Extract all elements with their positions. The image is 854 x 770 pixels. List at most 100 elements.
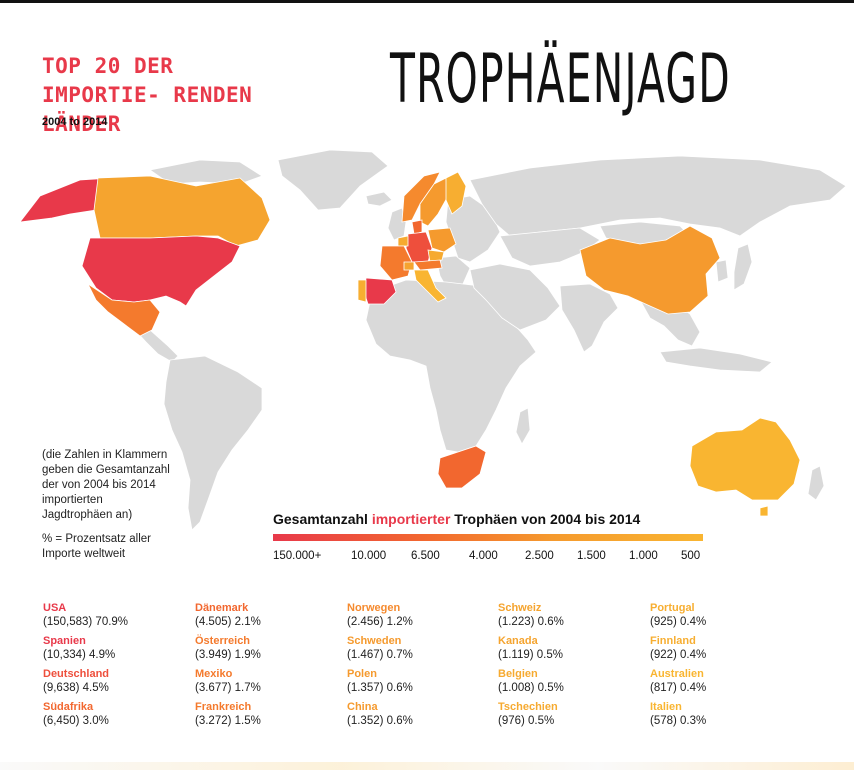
land-new-zealand <box>807 465 825 501</box>
map-belgium <box>397 235 409 247</box>
country-value: (6,450) 3.0% <box>43 715 109 727</box>
country-name: Australien <box>650 668 704 680</box>
country-name: USA <box>43 602 67 614</box>
country-name: Spanien <box>43 635 86 647</box>
map-canada <box>93 175 271 247</box>
legend-tick: 2.500 <box>525 550 554 562</box>
map-tasmania <box>759 505 769 517</box>
list-item: Spanien (10,334) 4.9% <box>43 635 193 668</box>
map-switzerland <box>403 261 415 271</box>
land-japan <box>733 243 753 291</box>
country-name: Kanada <box>498 635 538 647</box>
country-name: Österreich <box>195 635 251 647</box>
country-value: (1.352) 0.6% <box>347 715 413 727</box>
country-value: (578) 0.3% <box>650 715 707 727</box>
country-value: (10,334) 4.9% <box>43 649 116 661</box>
country-name: Finnland <box>650 635 696 647</box>
land-indonesia <box>659 347 773 373</box>
country-value: (3.272) 1.5% <box>195 715 261 727</box>
legend-tick: 1.500 <box>577 550 606 562</box>
bottom-decor-strip <box>0 762 854 770</box>
country-value: (1.119) 0.5% <box>498 649 563 661</box>
map-italy <box>413 269 447 303</box>
country-name: Norwegen <box>347 602 401 614</box>
years-label: 2004 to 2014 <box>42 116 108 128</box>
list-item: Kanada (1.119) 0.5% <box>498 635 648 668</box>
list-item: Deutschland (9,638) 4.5% <box>43 668 193 701</box>
country-name: Tschechien <box>498 701 558 713</box>
list-item: Österreich (3.949) 1.9% <box>195 635 345 668</box>
country-name: Italien <box>650 701 682 713</box>
legend-tick: 500 <box>681 550 701 562</box>
list-item: Südafrika (6,450) 3.0% <box>43 701 193 734</box>
country-name: China <box>347 701 378 713</box>
list-item: Belgien (1.008) 0.5% <box>498 668 648 701</box>
list-item: Tschechien (976) 0.5% <box>498 701 648 734</box>
country-name: Dänemark <box>195 602 249 614</box>
country-value: (976) 0.5% <box>498 715 555 727</box>
list-item: Portugal (925) 0.4% <box>650 602 800 635</box>
land-uk <box>387 207 407 241</box>
list-item: Frankreich (3.272) 1.5% <box>195 701 345 734</box>
country-value: (4.505) 2.1% <box>195 616 261 628</box>
map-czech <box>427 249 445 263</box>
country-column-5: Portugal (925) 0.4% Finnland (922) 0.4% Au… <box>650 602 800 734</box>
country-value: (922) 0.4% <box>650 649 707 661</box>
list-item: Dänemark (4.505) 2.1% <box>195 602 345 635</box>
map-denmark <box>411 219 423 235</box>
country-column-1: USA (150,583) 70.9% Spanien (10,334) 4.9% … <box>43 602 193 734</box>
land-iceland <box>365 191 393 207</box>
map-france <box>379 245 413 281</box>
country-value: (1.223) 0.6% <box>498 616 564 628</box>
map-china <box>579 225 721 315</box>
country-value: (1.357) 0.6% <box>347 682 413 694</box>
map-south-africa <box>437 445 487 489</box>
land-madagascar <box>515 407 531 445</box>
land-india <box>559 283 619 353</box>
legend-title-highlight: importierter <box>371 511 451 527</box>
legend-title: Gesamtanzahl importierter Trophäen von 2… <box>273 511 640 527</box>
country-value: (3.677) 1.7% <box>195 682 261 694</box>
top-rule <box>0 0 854 3</box>
country-value: (2.456) 1.2% <box>347 616 413 628</box>
country-value: (925) 0.4% <box>650 616 707 628</box>
subtitle: TOP 20 DER IMPORTIE- RENDEN LÄNDER <box>42 54 253 136</box>
list-item: USA (150,583) 70.9% <box>43 602 193 635</box>
country-column-3: Norwegen (2.456) 1.2% Schweden (1.467) 0.7… <box>347 602 497 734</box>
country-name: Deutschland <box>43 668 110 680</box>
list-item: Mexiko (3.677) 1.7% <box>195 668 345 701</box>
map-finland <box>445 171 467 215</box>
land-middle-east <box>469 263 561 331</box>
country-value: (1.008) 0.5% <box>498 682 564 694</box>
country-name: Polen <box>347 668 377 680</box>
country-column-2: Dänemark (4.505) 2.1% Österreich (3.949) 1… <box>195 602 345 734</box>
list-item: Australien (817) 0.4% <box>650 668 800 701</box>
list-item: Schweden (1.467) 0.7% <box>347 635 497 668</box>
country-name: Belgien <box>498 668 538 680</box>
note-parenthesis: (die Zahlen in Klammern geben die Gesamt… <box>42 449 170 521</box>
country-name: Schweiz <box>498 602 542 614</box>
list-item: Schweiz (1.223) 0.6% <box>498 602 648 635</box>
country-value: (150,583) 70.9% <box>43 616 129 628</box>
note-percent: % = Prozentsatz aller Importe weltweit <box>42 533 151 560</box>
country-name: Portugal <box>650 602 695 614</box>
list-item: Polen (1.357) 0.6% <box>347 668 497 701</box>
land-central-america <box>134 329 179 363</box>
legend-tick: 150.000+ <box>273 550 322 562</box>
country-name: Frankreich <box>195 701 252 713</box>
legend-gradient-bar <box>273 534 703 541</box>
legend-title-post: Trophäen von 2004 bis 2014 <box>450 511 641 527</box>
country-column-4: Schweiz (1.223) 0.6% Kanada (1.119) 0.5% B… <box>498 602 648 734</box>
list-item: Finnland (922) 0.4% <box>650 635 800 668</box>
map-mexico <box>86 282 161 337</box>
legend-title-pre: Gesamtanzahl <box>273 511 372 527</box>
land-south-america <box>163 355 263 531</box>
map-austria <box>413 259 443 271</box>
country-name: Mexiko <box>195 668 233 680</box>
country-name: Südafrika <box>43 701 94 713</box>
map-portugal <box>357 279 367 303</box>
page-title: TROPHÄENJAGD <box>390 40 731 119</box>
legend-tick: 1.000 <box>629 550 658 562</box>
list-item: Norwegen (2.456) 1.2% <box>347 602 497 635</box>
land-korea <box>715 259 729 283</box>
